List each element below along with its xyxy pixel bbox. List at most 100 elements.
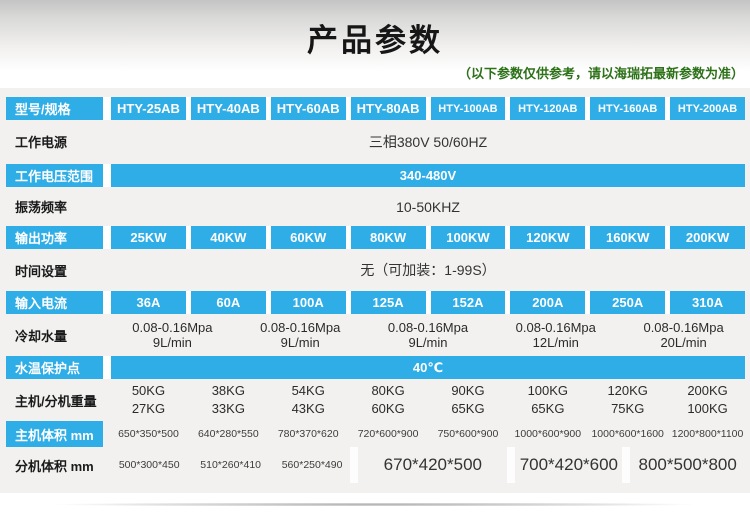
weight-sub: 65KG [531, 401, 565, 416]
page-header: 产品参数 （以下参数仅供参考，请以海瑞拓最新参数为准） [0, 0, 750, 88]
weight-main: 38KG [211, 383, 245, 398]
weight-cell: 200KG 100KG [670, 379, 745, 421]
temp-protection-cells: 40℃ [111, 356, 745, 379]
sub-volume-cell-large: 700*420*600 [507, 447, 622, 483]
output-power-cell: 80KW [350, 226, 426, 249]
time-setting-cells: 无（可加装：1-99S） [111, 249, 745, 291]
weight-sub: 27KG [131, 401, 166, 416]
row-voltage: 工作电压范围 340-480V [6, 164, 745, 187]
weight-sub: 33KG [211, 401, 245, 416]
row-frequency: 振荡频率 10-50KHZ [6, 187, 745, 226]
weight-main: 100KG [527, 383, 569, 398]
row-label-sub-volume: 分机体积 mm [15, 458, 94, 474]
host-volume-cell: 1000*600*1600 [591, 428, 664, 440]
row-label-host-volume: 主机体积 mm [6, 421, 103, 447]
output-power-cell: 120KW [510, 226, 586, 249]
cooling-flow: 9L/min [408, 335, 448, 350]
weight-main: 90KG [451, 383, 485, 398]
row-time-setting: 时间设置 无（可加装：1-99S） [6, 249, 745, 291]
disclaimer-note: （以下参数仅供参考，请以海瑞拓最新参数为准） [457, 66, 744, 81]
weight-cells: 50KG 27KG 38KG 33KG 54KG 43KG 80KG 60KG … [111, 379, 745, 421]
row-weight: 主机/分机重量 50KG 27KG 38KG 33KG 54KG 43KG 80… [6, 379, 745, 421]
frequency-cells: 10-50KHZ [111, 187, 745, 226]
model-cell: HTY-80AB [350, 97, 426, 120]
weight-main: 80KG [371, 383, 405, 398]
bottom-divider [0, 503, 750, 506]
cooling-cell: 0.08-0.16Mpa 12L/min [494, 314, 617, 356]
weight-main: 54KG [291, 383, 325, 398]
output-power-cells: 25KW 40KW 60KW 80KW 100KW 120KW 160KW 20… [111, 226, 745, 249]
output-power-cell: 100KW [430, 226, 506, 249]
sub-volume-cell: 500*300*450 [118, 459, 180, 471]
cooling-flow: 20L/min [660, 335, 707, 350]
sub-volume-cell-large: 800*500*800 [622, 447, 745, 483]
sub-volume-cell: 510*260*410 [200, 459, 262, 471]
row-input-current: 输入电流 36A 60A 100A 125A 152A 200A 250A 31… [6, 291, 745, 314]
row-label-cooling-water: 冷却水量 [15, 328, 68, 344]
row-cooling-water: 冷却水量 0.08-0.16Mpa 9L/min 0.08-0.16Mpa 9L… [6, 314, 745, 356]
cooling-pressure: 0.08-0.16Mpa [515, 320, 596, 335]
row-label-frequency: 振荡频率 [15, 200, 68, 215]
input-current-cell: 125A [350, 291, 426, 314]
row-label-models: 型号/规格 [6, 97, 103, 120]
sub-volume-cell-large: 670*420*500 [350, 447, 507, 483]
model-cell: HTY-60AB [270, 97, 346, 120]
row-temp-protection: 水温保护点 40℃ [6, 356, 745, 379]
row-label-input-current: 输入电流 [6, 291, 103, 314]
row-label-output-power: 输出功率 [6, 226, 103, 249]
model-cell: HTY-40AB [190, 97, 266, 120]
row-label-voltage: 工作电压范围 [6, 164, 103, 187]
weight-cell: 90KG 65KG [431, 379, 506, 421]
row-label-temp-protection: 水温保护点 [6, 356, 103, 379]
cooling-pressure: 0.08-0.16Mpa [643, 320, 724, 335]
row-output-power: 输出功率 25KW 40KW 60KW 80KW 100KW 120KW 160… [6, 226, 745, 249]
weight-cell: 120KG 75KG [590, 379, 665, 421]
cooling-cell: 0.08-0.16Mpa 9L/min [367, 314, 490, 356]
cooling-pressure: 0.08-0.16Mpa [132, 320, 213, 335]
output-power-cell: 200KW [670, 226, 745, 249]
weight-cell: 38KG 33KG [191, 379, 266, 421]
cooling-flow: 12L/min [532, 335, 579, 350]
power-value: 三相380V 50/60HZ [368, 133, 488, 150]
output-power-cell: 160KW [590, 226, 666, 249]
host-volume-cell: 750*600*900 [437, 428, 499, 440]
sub-volume-cells: 500*300*450 510*260*410 560*250*490 670*… [111, 447, 745, 483]
input-current-cell: 60A [190, 291, 266, 314]
weight-sub: 43KG [291, 401, 325, 416]
host-volume-cell: 640*280*550 [197, 428, 259, 440]
frequency-value: 10-50KHZ [396, 198, 460, 215]
input-current-cell: 200A [510, 291, 586, 314]
page-title: 产品参数 [307, 23, 443, 58]
host-volume-cells: 650*350*500 640*280*550 780*370*620 720*… [111, 421, 745, 447]
input-current-cell: 100A [270, 291, 346, 314]
cooling-cell: 0.08-0.16Mpa 9L/min [111, 314, 234, 356]
cooling-flow: 9L/min [280, 335, 320, 350]
host-volume-cell: 650*350*500 [118, 428, 179, 440]
row-host-volume: 主机体积 mm 650*350*500 640*280*550 780*370*… [6, 421, 745, 447]
weight-sub: 100KG [687, 401, 728, 416]
weight-sub: 65KG [451, 401, 485, 416]
weight-main: 120KG [607, 383, 648, 398]
output-power-cell: 25KW [111, 226, 186, 249]
input-current-cell: 36A [111, 291, 186, 314]
cooling-flow: 9L/min [152, 335, 192, 350]
power-cells: 三相380V 50/60HZ [111, 120, 745, 163]
cooling-cell: 0.08-0.16Mpa 9L/min [239, 314, 362, 356]
cooling-water-cells: 0.08-0.16Mpa 9L/min 0.08-0.16Mpa 9L/min … [111, 314, 745, 356]
weight-main: 200KG [687, 383, 728, 398]
weight-sub: 60KG [371, 401, 405, 416]
weight-cell: 54KG 43KG [271, 379, 346, 421]
output-power-cell: 60KW [270, 226, 346, 249]
cooling-cell: 0.08-0.16Mpa 20L/min [622, 314, 745, 356]
sub-volume-cell: 560*250*490 [281, 459, 343, 471]
cooling-pressure: 0.08-0.16Mpa [387, 320, 469, 335]
input-current-cell: 250A [590, 291, 666, 314]
model-cell: HTY-100AB [430, 97, 506, 120]
row-models: 型号/规格 HTY-25AB HTY-40AB HTY-60AB HTY-80A… [6, 97, 745, 120]
model-cell: HTY-25AB [111, 97, 186, 120]
models-cells: HTY-25AB HTY-40AB HTY-60AB HTY-80AB HTY-… [111, 97, 745, 120]
input-current-cells: 36A 60A 100A 125A 152A 200A 250A 310A [111, 291, 745, 314]
weight-cell: 80KG 60KG [351, 379, 426, 421]
row-label-time-setting: 时间设置 [15, 263, 68, 279]
